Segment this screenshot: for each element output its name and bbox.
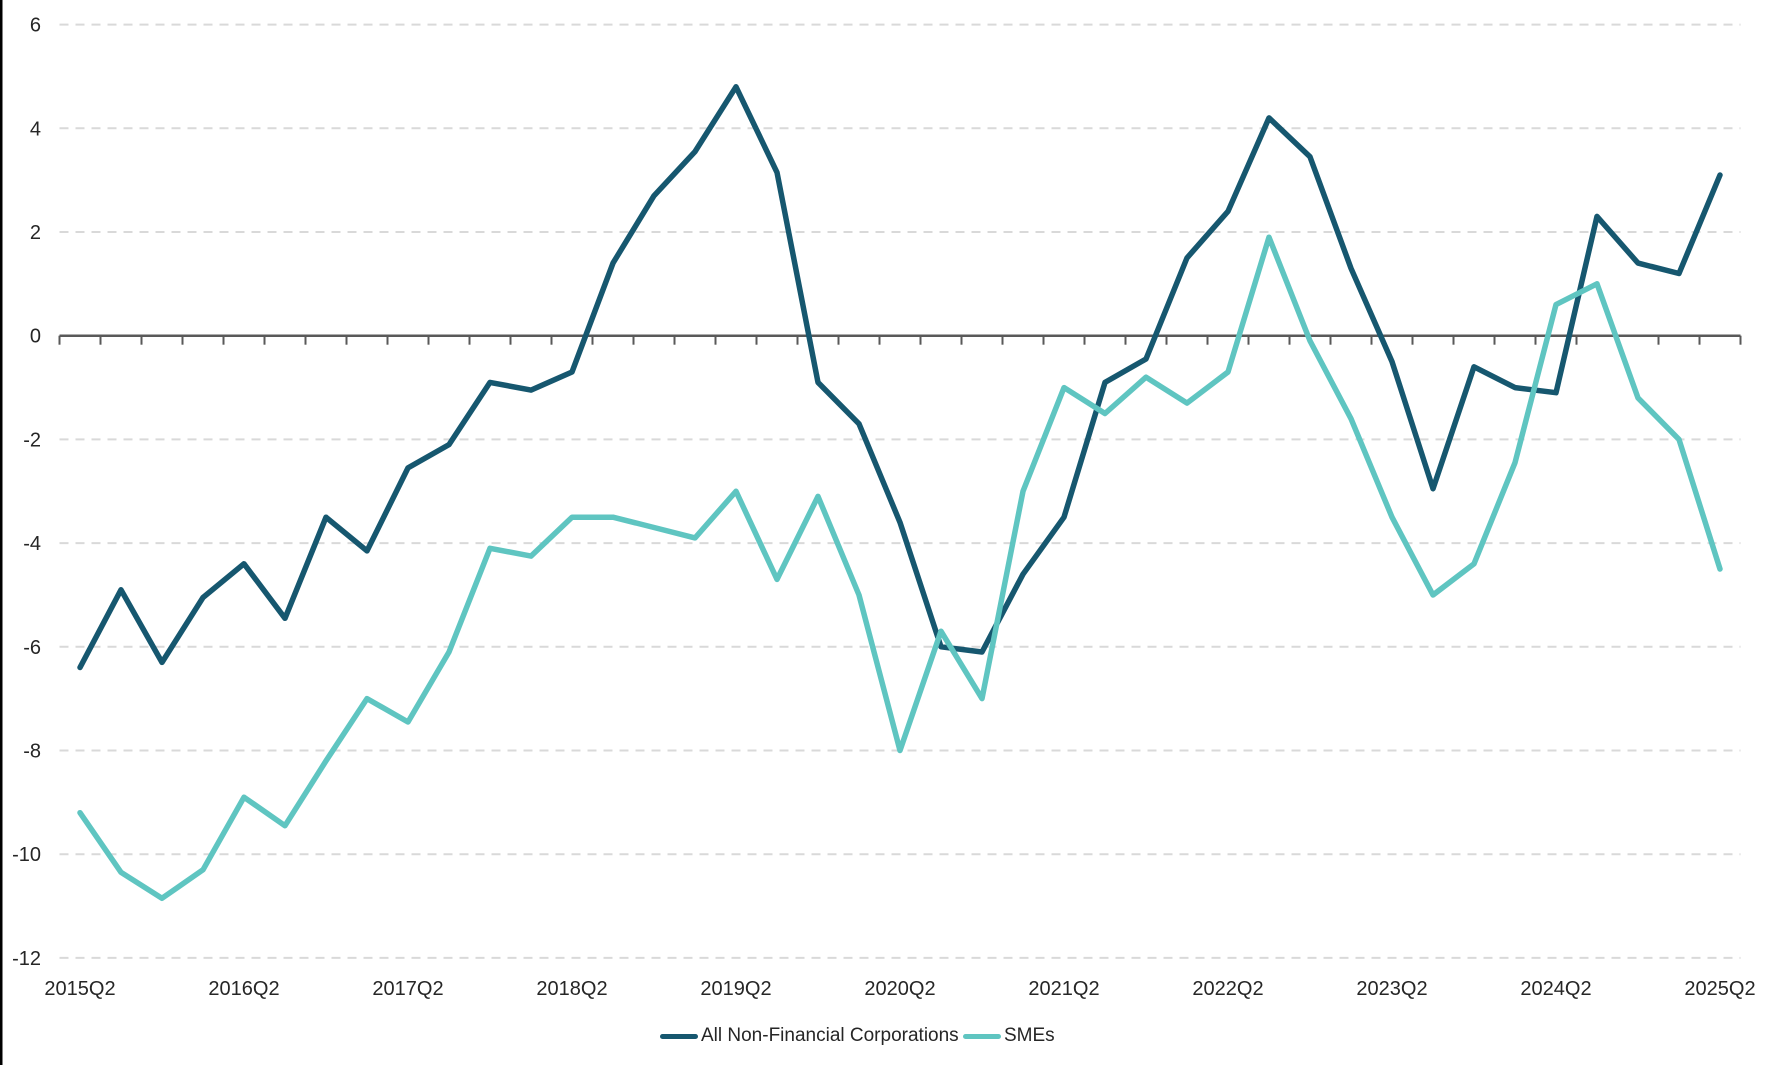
y-tick-label--12: -12 — [12, 948, 41, 970]
y-tick-label--6: -6 — [23, 637, 41, 659]
x-tick-label-2017Q2: 2017Q2 — [372, 978, 443, 1000]
sme-series-line — [77, 234, 1723, 902]
y-tick-label--8: -8 — [23, 741, 41, 763]
x-tick-label-2023Q2: 2023Q2 — [1356, 978, 1427, 1000]
x-tick-label-2025Q2: 2025Q2 — [1684, 978, 1755, 1000]
x-tick-label-2022Q2: 2022Q2 — [1192, 978, 1263, 1000]
x-tick-label-2019Q2: 2019Q2 — [700, 978, 771, 1000]
y-tick-label--10: -10 — [12, 844, 41, 866]
y-tick-label--4: -4 — [23, 533, 41, 555]
x-tick-label-2020Q2: 2020Q2 — [864, 978, 935, 1000]
x-tick-label-2021Q2: 2021Q2 — [1028, 978, 1099, 1000]
x-tick-label-2016Q2: 2016Q2 — [208, 978, 279, 1000]
x-tick-label-2018Q2: 2018Q2 — [536, 978, 607, 1000]
nfc-series-line — [77, 84, 1723, 671]
y-tick-label-6: 6 — [30, 15, 41, 37]
y-tick-label--2: -2 — [23, 429, 41, 451]
y-tick-label-0: 0 — [30, 326, 41, 348]
y-tick-label-2: 2 — [30, 222, 41, 244]
y-tick-label-4: 4 — [30, 118, 41, 140]
x-tick-label-2024Q2: 2024Q2 — [1520, 978, 1591, 1000]
x-tick-label-2015Q2: 2015Q2 — [44, 978, 115, 1000]
